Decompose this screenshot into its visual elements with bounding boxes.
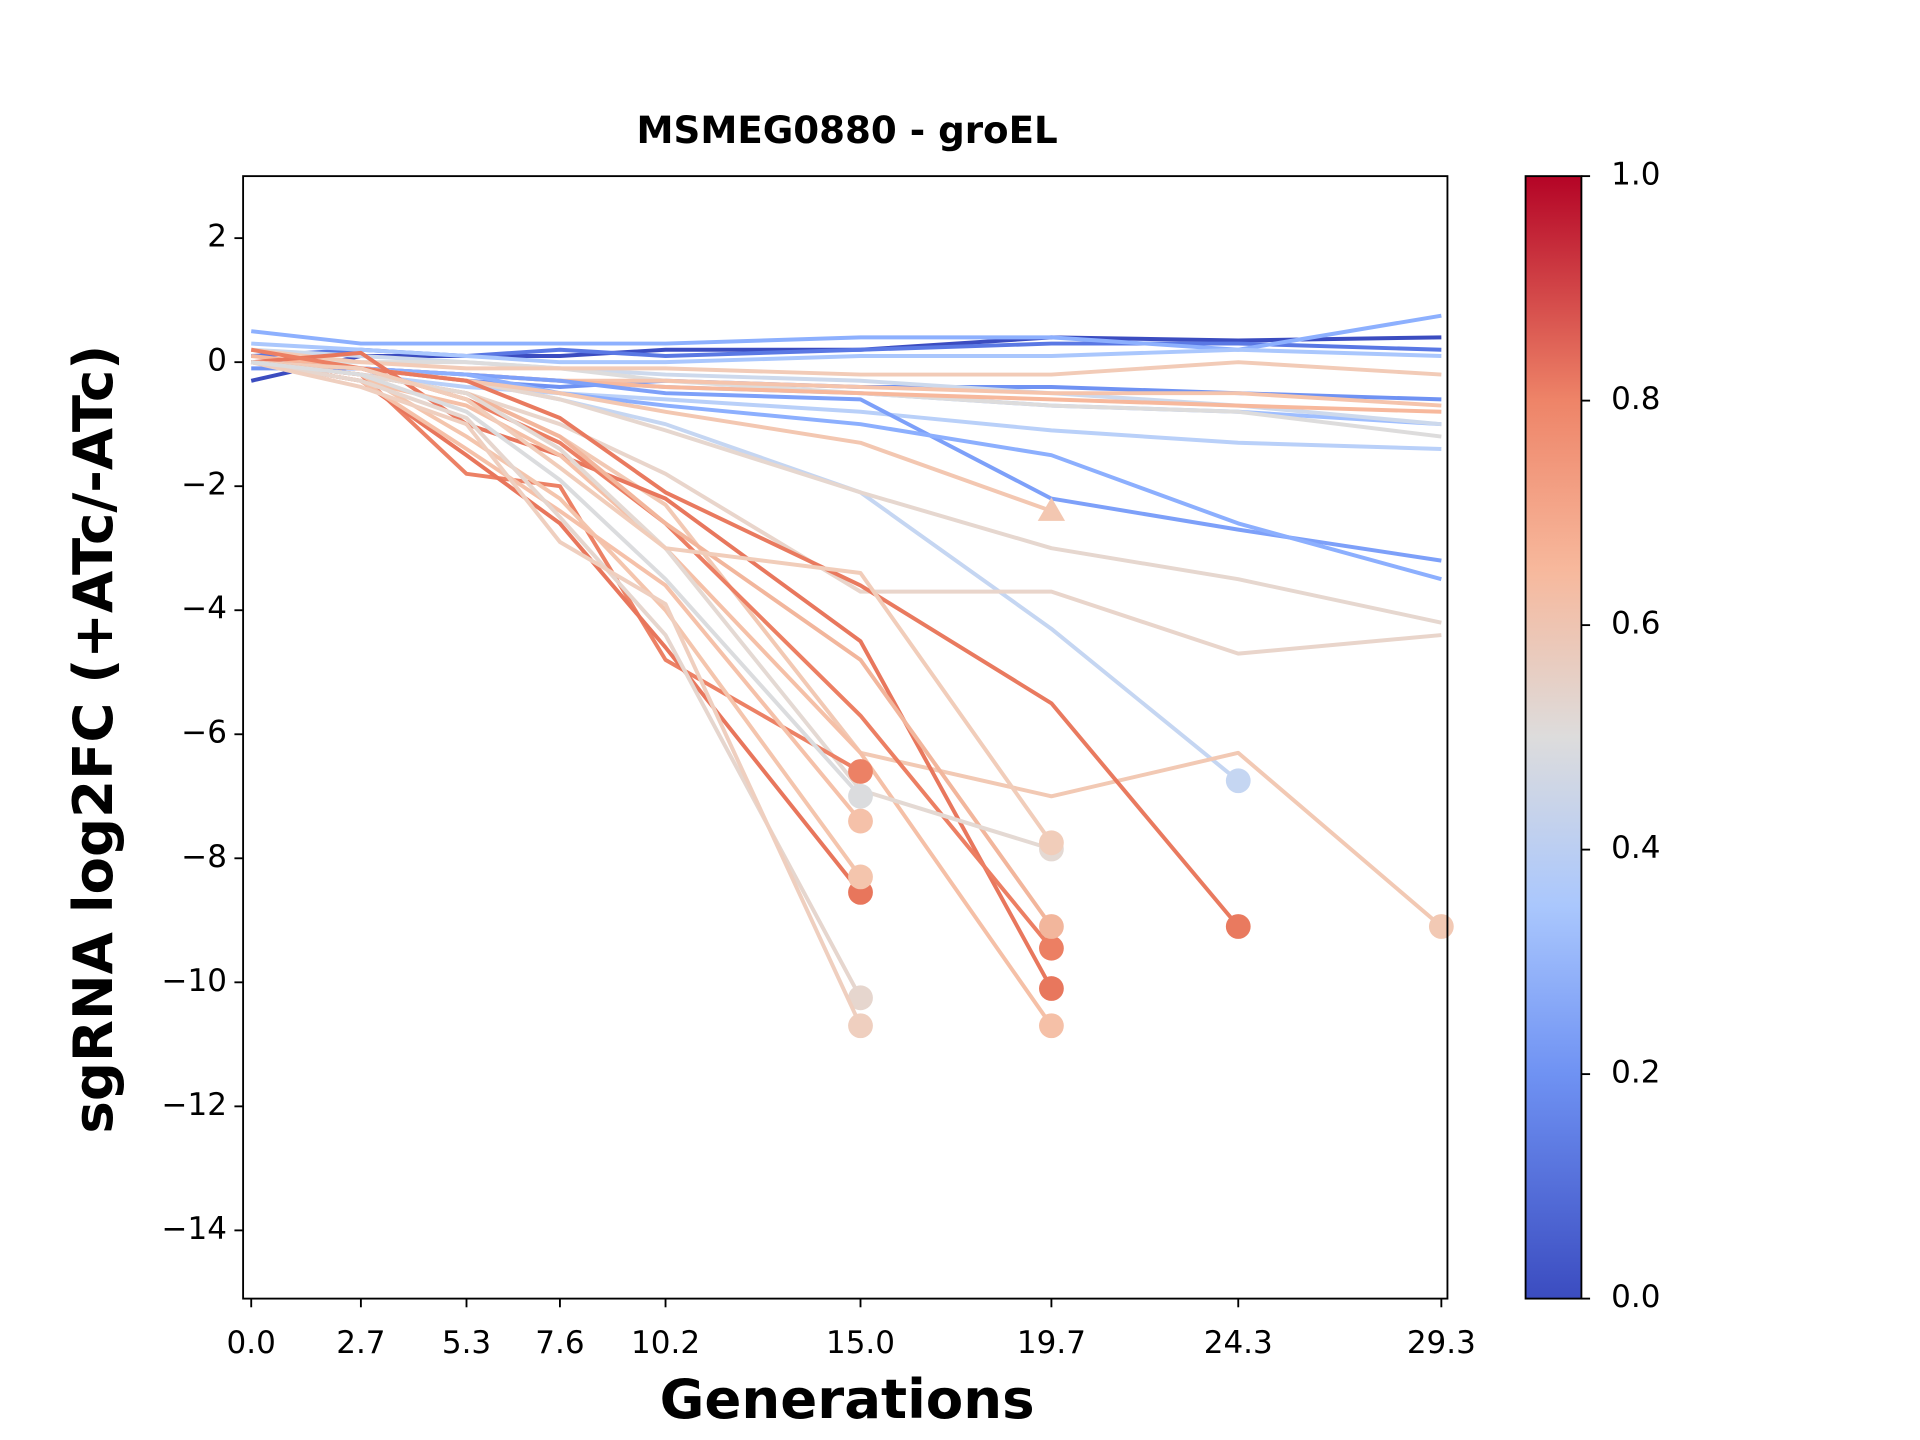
end-marker	[848, 864, 873, 890]
end-marker	[848, 783, 873, 809]
colorbar-tick-label: 0.8	[1611, 381, 1660, 417]
series-line	[251, 313, 1442, 352]
series-line	[251, 360, 1240, 928]
series-line	[250, 347, 1053, 950]
series-line	[251, 347, 1442, 427]
series-line	[251, 341, 1442, 365]
x-tick-label: 0.0	[227, 1325, 276, 1361]
x-tick-label: 7.6	[535, 1325, 584, 1361]
y-tick-label: −10	[162, 963, 227, 999]
colorbar-tick-label: 0.6	[1611, 606, 1660, 642]
series-line	[251, 360, 1054, 844]
x-tick-label: 24.3	[1204, 1325, 1273, 1361]
y-axis-label: sgRNA log2FC (+ATc/-ATc)	[61, 345, 125, 1134]
x-tick-label: 10.2	[631, 1325, 700, 1361]
colorbar-tick-label: 1.0	[1611, 157, 1660, 193]
series-line	[251, 360, 862, 798]
end-marker	[1428, 914, 1454, 939]
end-marker	[1039, 830, 1064, 856]
colorbar-tick-label: 0.2	[1611, 1055, 1660, 1091]
colorbar	[1524, 175, 1583, 1300]
end-marker	[1037, 497, 1066, 521]
end-marker	[848, 759, 873, 784]
y-tick-label: −8	[181, 839, 227, 875]
x-axis-label: Generations	[660, 1367, 1035, 1431]
colorbar-tick-label: 0.0	[1611, 1279, 1660, 1315]
end-marker	[1225, 914, 1251, 939]
end-marker	[848, 808, 873, 834]
y-tick-label: 2	[207, 219, 227, 255]
end-marker	[848, 985, 873, 1011]
series-line	[250, 335, 1442, 383]
series-line	[251, 360, 1054, 928]
series-line	[251, 347, 1442, 377]
colorbar-tick-label: 0.4	[1611, 830, 1660, 866]
x-tick-label: 19.7	[1017, 1325, 1086, 1361]
y-tick-label: −14	[162, 1211, 227, 1247]
end-marker	[1225, 768, 1251, 794]
x-tick-label: 29.3	[1407, 1325, 1476, 1361]
series-line	[250, 360, 863, 1027]
y-tick-label: −2	[181, 467, 227, 503]
y-tick-label: −12	[162, 1087, 227, 1123]
series-line	[251, 360, 1443, 929]
end-marker	[1039, 914, 1064, 939]
series-line	[250, 360, 1054, 1027]
end-marker	[848, 1013, 873, 1039]
chart-title: MSMEG0880 - groEL	[637, 108, 1058, 152]
end-marker	[1039, 935, 1064, 961]
axes-frame	[242, 175, 1449, 1300]
series-line	[251, 360, 1442, 582]
series-line	[250, 360, 863, 999]
end-marker	[1039, 976, 1064, 1001]
y-tick-label: −6	[181, 715, 227, 751]
x-tick-label: 2.7	[336, 1325, 385, 1361]
end-marker	[1039, 1013, 1064, 1039]
x-tick-label: 15.0	[826, 1325, 895, 1361]
y-tick-label: 0	[207, 343, 227, 379]
plot-area	[250, 313, 1454, 1039]
x-tick-label: 5.3	[442, 1325, 491, 1361]
y-tick-label: −4	[181, 591, 227, 627]
